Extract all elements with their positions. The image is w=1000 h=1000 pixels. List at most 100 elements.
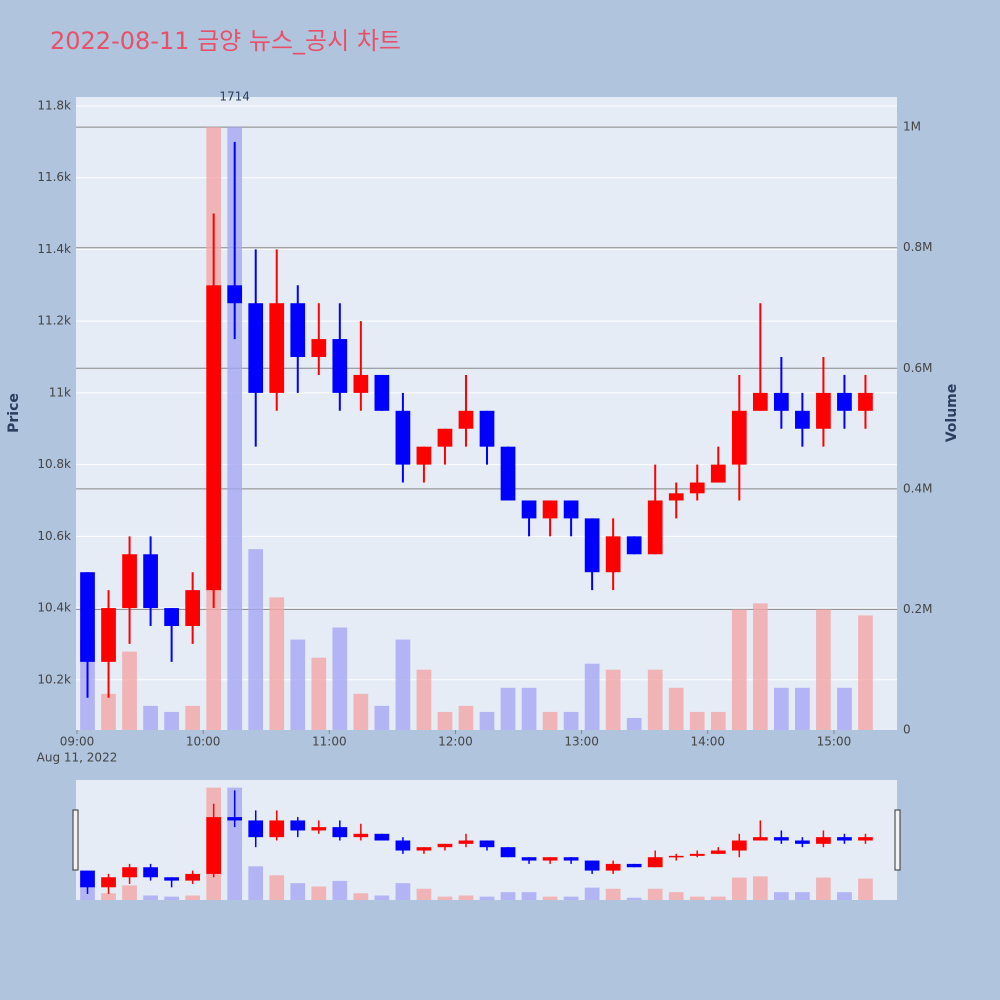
candle-body <box>227 285 243 304</box>
y-tick-label: 10.2k <box>37 672 71 686</box>
slider-candle-body <box>395 840 411 851</box>
slider-volume-bar <box>837 892 852 900</box>
slider-candle-body <box>668 855 684 858</box>
y2-tick-label: 0.6M <box>903 361 932 375</box>
candle-body <box>816 392 831 429</box>
slider-volume-bar <box>479 896 495 900</box>
candle-body <box>710 464 726 483</box>
slider-volume-bar <box>710 896 726 900</box>
chart-title: 2022-08-11 금양 뉴스_공시 차트 <box>50 27 401 55</box>
slider-candle-body <box>542 857 558 861</box>
volume-bar <box>227 127 243 730</box>
candle-body <box>584 518 600 573</box>
slider-candle-body <box>605 863 621 871</box>
slider-candle-body <box>227 817 243 821</box>
volume-bar <box>374 705 390 730</box>
volume-bar <box>521 687 537 730</box>
y-tick-label: 11.6k <box>37 170 71 184</box>
x-tick-label: 14:00 <box>690 735 725 749</box>
y2-tick-label: 0.4M <box>903 481 932 495</box>
candle-body <box>795 410 810 429</box>
volume-bar <box>416 669 432 730</box>
volume-bar <box>248 549 264 730</box>
candle-body <box>731 410 747 465</box>
slider-candle-body <box>290 820 306 831</box>
slider-handle-left[interactable] <box>72 809 79 871</box>
volume-bar <box>437 711 453 730</box>
slider-candle-body <box>563 857 579 861</box>
slider-candle-body <box>164 877 179 881</box>
y-tick-label: 11k <box>49 385 71 399</box>
slider-volume-bar <box>774 892 789 900</box>
candle-body <box>416 446 432 465</box>
x-tick-label: 09:00 <box>60 735 95 749</box>
slider-candle-body <box>311 827 327 831</box>
volume-bar <box>479 711 495 730</box>
slider-candle-body <box>837 837 852 841</box>
candle-body <box>143 554 158 609</box>
slider-candle-body <box>80 870 95 888</box>
candle-body <box>837 392 852 411</box>
y2-tick-label: 0.2M <box>903 602 932 616</box>
slider-volume-bar <box>626 897 642 900</box>
volume-bar <box>143 705 158 730</box>
candle-body <box>752 392 768 411</box>
candle-body <box>458 410 474 429</box>
candle-body <box>248 303 264 393</box>
candle-body <box>185 590 200 626</box>
candle-body <box>101 608 116 662</box>
slider-volume-bar <box>164 896 179 900</box>
candle-body <box>164 608 179 626</box>
volume-bar <box>837 687 852 730</box>
y-tick-label: 10.4k <box>37 601 71 615</box>
slider-volume-bar <box>353 893 369 900</box>
volume-bar <box>164 711 179 730</box>
slider-handle-right[interactable] <box>894 809 901 871</box>
x-tick-label: 12:00 <box>438 735 473 749</box>
candle-body <box>605 536 621 573</box>
y2-tick-label: 1M <box>903 120 921 134</box>
candle-body <box>353 374 369 393</box>
slider-volume-bar <box>437 896 453 900</box>
volume-bar <box>774 687 789 730</box>
slider-volume-bar <box>668 892 684 900</box>
range-slider[interactable] <box>76 780 897 900</box>
slider-volume-bar <box>816 877 831 900</box>
slider-candle-body <box>206 817 222 874</box>
slider-candle-body <box>437 843 453 848</box>
slider-volume-bar <box>101 893 116 900</box>
slider-volume-bar <box>269 875 285 900</box>
y-tick-label: 11.8k <box>37 98 71 112</box>
slider-candle-body <box>143 867 158 878</box>
volume-bar <box>395 639 411 730</box>
slider-candle-body <box>795 840 810 844</box>
slider-volume-bar <box>500 892 516 900</box>
slider-candle-body <box>858 837 873 841</box>
candle-body <box>647 500 663 555</box>
volume-bar <box>668 687 684 730</box>
slider-volume-bar <box>584 887 600 900</box>
slider-candle-body <box>374 833 390 841</box>
candle-body <box>774 392 789 411</box>
slider-candle-body <box>101 877 116 888</box>
slider-candle-body <box>332 827 348 838</box>
candle-body <box>290 303 306 358</box>
slider-candle-body <box>816 837 831 844</box>
candle-body <box>311 339 327 358</box>
slider-candle-body <box>584 860 600 871</box>
candle-body <box>269 303 285 393</box>
candle-body <box>521 500 537 519</box>
slider-volume-bar <box>332 880 348 900</box>
candle-body <box>479 410 495 447</box>
candle-body <box>206 285 222 591</box>
volume-bar <box>795 687 810 730</box>
slider-volume-bar <box>858 878 873 900</box>
volume-bar <box>311 657 327 730</box>
slider-volume-bar <box>416 888 432 900</box>
x-tick-label: 10:00 <box>186 735 221 749</box>
slider-volume-bar <box>731 877 747 900</box>
slider-volume-bar <box>647 888 663 900</box>
y2-axis-title: Volume <box>944 384 960 443</box>
y-tick-label: 10.6k <box>37 529 71 543</box>
slider-candle-body <box>248 820 264 838</box>
